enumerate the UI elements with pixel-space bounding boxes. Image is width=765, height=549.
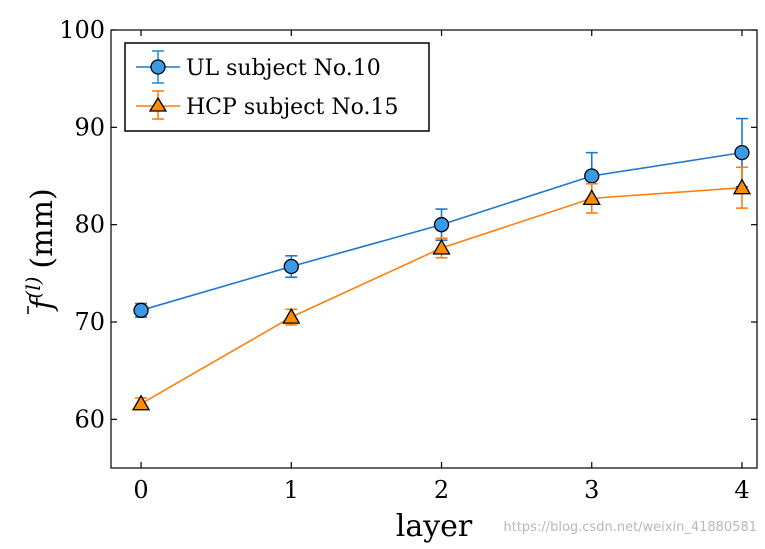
- y-axis-label: f(l)(mm): [21, 188, 60, 314]
- series-hcp-subject: [131, 166, 752, 411]
- svg-text:HCP subject No.15: HCP subject No.15: [186, 95, 398, 120]
- legend-item-hcp: HCP subject No.15: [136, 90, 398, 120]
- data-point-circle: [584, 168, 600, 184]
- x-tick-label: 1: [284, 476, 299, 504]
- data-point-circle: [133, 302, 149, 318]
- data-point-circle: [433, 217, 450, 233]
- watermark: https://blog.csdn.net/weixin_41880581: [503, 520, 757, 535]
- x-axis-label: layer: [396, 509, 473, 544]
- legend-item-ul: UL subject No.10: [136, 50, 381, 84]
- x-tick-label: 4: [734, 476, 749, 504]
- data-point-triangle: [432, 238, 451, 255]
- data-point-circle: [734, 144, 750, 161]
- y-tick-label: 60: [74, 405, 105, 433]
- x-tick-label: 0: [133, 476, 148, 504]
- y-axis-label-superscript: (l): [21, 277, 45, 299]
- axis-ticks: 0 1 2 3 4 60 70 80 90 100: [59, 16, 757, 504]
- y-tick-label: 80: [74, 211, 105, 239]
- legend: UL subject No.10 HCP subject No.15: [124, 42, 430, 132]
- data-point-triangle: [582, 189, 601, 206]
- y-tick-label: 100: [59, 16, 105, 44]
- legend-triangle-icon: [148, 96, 168, 112]
- data-point-triangle: [131, 394, 151, 411]
- x-tick-label: 2: [434, 476, 449, 504]
- y-tick-label: 70: [74, 308, 105, 336]
- x-tick-label: 3: [584, 476, 599, 504]
- svg-text:f(l)(mm): f(l)(mm): [21, 188, 60, 311]
- data-point-triangle: [282, 307, 301, 324]
- legend-box: [124, 42, 430, 132]
- y-axis-label-unit: (mm): [25, 188, 60, 268]
- svg-text:UL subject No.10: UL subject No.10: [186, 56, 381, 81]
- y-tick-label: 90: [74, 113, 105, 141]
- legend-circle-icon: [150, 59, 166, 75]
- data-point-triangle: [732, 178, 752, 195]
- data-point-circle: [283, 258, 299, 275]
- series-layer: [131, 117, 752, 411]
